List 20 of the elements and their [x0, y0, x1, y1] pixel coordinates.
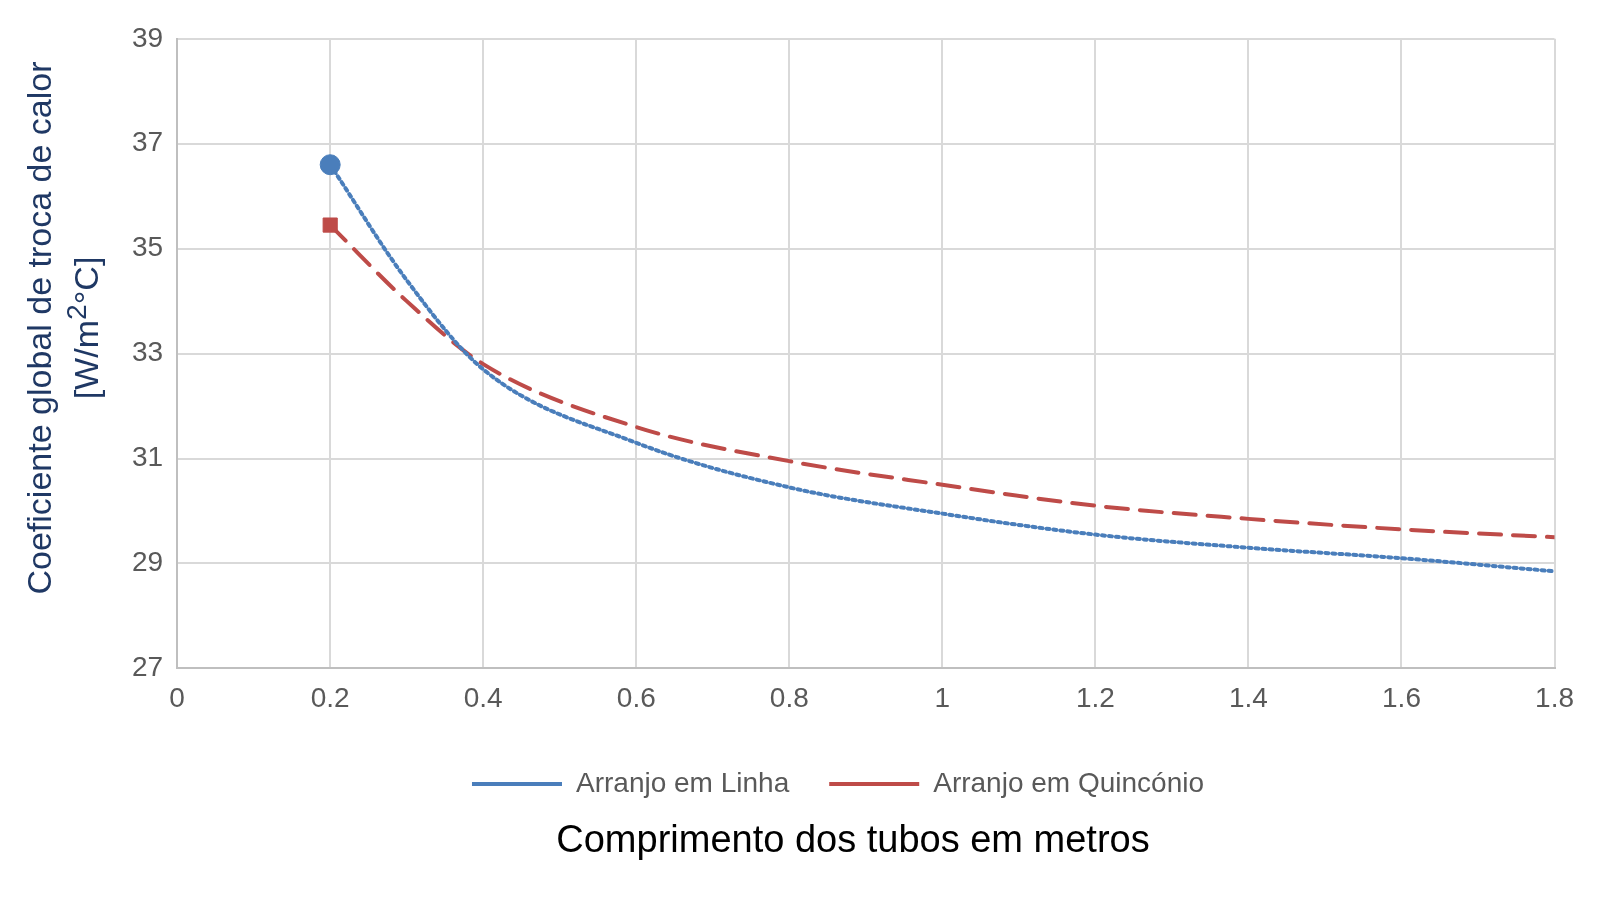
x-tick-label: 0.6	[616, 681, 656, 713]
x-tick-label: 1.4	[1228, 681, 1268, 713]
x-tick-label: 1.8	[1535, 681, 1575, 713]
legend-label: Arranjo em Linha	[575, 766, 790, 798]
x-tick-label: 1.6	[1382, 681, 1421, 713]
y-tick-label: 29	[131, 546, 164, 578]
x-tick-label: 0	[169, 681, 185, 713]
y-tick-label: 39	[131, 21, 164, 53]
y-tick-label: 33	[131, 336, 164, 368]
x-tick-label: 0.2	[310, 681, 350, 713]
x-axis-title: Comprimento dos tubos em metros	[555, 818, 1151, 861]
x-tick-label: 0.4	[463, 681, 503, 713]
x-tick-label: 1.2	[1075, 681, 1115, 713]
x-tick-label: 1	[934, 681, 951, 713]
y-tick-label: 31	[131, 441, 164, 473]
y-tick-label: 35	[131, 231, 164, 263]
y-tick-label: 27	[131, 651, 164, 683]
y-tick-label: 37	[131, 126, 164, 158]
legend-label: Arranjo em Quincónio	[933, 766, 1205, 798]
x-tick-label: 0.8	[769, 681, 809, 713]
